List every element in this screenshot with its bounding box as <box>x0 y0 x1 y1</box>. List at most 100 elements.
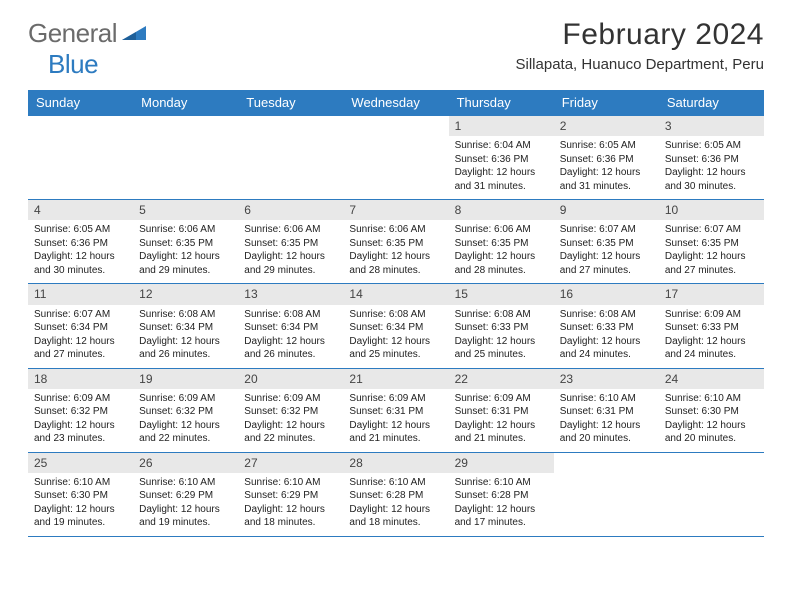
day-cell: 4Sunrise: 6:05 AMSunset: 6:36 PMDaylight… <box>28 200 133 283</box>
day-number: 21 <box>343 369 448 389</box>
weekday-header: Thursday <box>449 90 554 115</box>
week-row: 18Sunrise: 6:09 AMSunset: 6:32 PMDayligh… <box>28 368 764 452</box>
day-number: 18 <box>28 369 133 389</box>
daylight-text: Daylight: 12 hours and 26 minutes. <box>244 335 337 362</box>
daylight-text: Daylight: 12 hours and 28 minutes. <box>349 250 442 277</box>
day-number: 4 <box>28 200 133 220</box>
day-cell: 11Sunrise: 6:07 AMSunset: 6:34 PMDayligh… <box>28 284 133 367</box>
week-row: 1Sunrise: 6:04 AMSunset: 6:36 PMDaylight… <box>28 115 764 199</box>
sunset-text: Sunset: 6:28 PM <box>349 489 442 503</box>
daylight-text: Daylight: 12 hours and 30 minutes. <box>34 250 127 277</box>
day-number <box>28 116 133 136</box>
day-cell: 22Sunrise: 6:09 AMSunset: 6:31 PMDayligh… <box>449 369 554 452</box>
daylight-text: Daylight: 12 hours and 18 minutes. <box>349 503 442 530</box>
day-cell: 9Sunrise: 6:07 AMSunset: 6:35 PMDaylight… <box>554 200 659 283</box>
day-number: 26 <box>133 453 238 473</box>
sunset-text: Sunset: 6:31 PM <box>455 405 548 419</box>
daylight-text: Daylight: 12 hours and 29 minutes. <box>244 250 337 277</box>
day-number: 23 <box>554 369 659 389</box>
day-number: 14 <box>343 284 448 304</box>
day-number: 25 <box>28 453 133 473</box>
day-cell: 17Sunrise: 6:09 AMSunset: 6:33 PMDayligh… <box>659 284 764 367</box>
day-cell: 28 Sunrise: 6:10 AMSunset: 6:28 PMDayligh… <box>343 453 448 536</box>
sunset-text: Sunset: 6:36 PM <box>455 153 548 167</box>
day-number: 29 <box>449 453 554 473</box>
weeks-container: 1Sunrise: 6:04 AMSunset: 6:36 PMDaylight… <box>28 115 764 537</box>
sunrise-text: Sunrise: 6:05 AM <box>665 139 758 153</box>
daylight-text: Daylight: 12 hours and 22 minutes. <box>244 419 337 446</box>
day-cell: 20Sunrise: 6:09 AMSunset: 6:32 PMDayligh… <box>238 369 343 452</box>
sunrise-text: Sunrise: 6:09 AM <box>455 392 548 406</box>
day-cell: 6Sunrise: 6:06 AMSunset: 6:35 PMDaylight… <box>238 200 343 283</box>
daylight-text: Daylight: 12 hours and 25 minutes. <box>455 335 548 362</box>
day-number: 24 <box>659 369 764 389</box>
day-number: 27 <box>238 453 343 473</box>
weekday-header: Wednesday <box>343 90 448 115</box>
day-cell: 26Sunrise: 6:10 AMSunset: 6:29 PMDayligh… <box>133 453 238 536</box>
sunrise-text: Sunrise: 6:08 AM <box>244 308 337 322</box>
sunrise-text: Sunrise: 6:04 AM <box>455 139 548 153</box>
sunrise-text: Sunrise: 6:09 AM <box>665 308 758 322</box>
sunset-text: Sunset: 6:32 PM <box>139 405 232 419</box>
day-number: 7 <box>343 200 448 220</box>
weekday-header: Saturday <box>659 90 764 115</box>
day-number: 15 <box>449 284 554 304</box>
sunrise-text: Sunrise: 6:10 AM <box>139 476 232 490</box>
sunset-text: Sunset: 6:35 PM <box>560 237 653 251</box>
sunrise-text: Sunrise: 6:05 AM <box>560 139 653 153</box>
day-cell: 14Sunrise: 6:08 AMSunset: 6:34 PMDayligh… <box>343 284 448 367</box>
sunrise-text: Sunrise: 6:07 AM <box>34 308 127 322</box>
daylight-text: Daylight: 12 hours and 19 minutes. <box>139 503 232 530</box>
day-cell <box>238 116 343 199</box>
day-cell: 1Sunrise: 6:04 AMSunset: 6:36 PMDaylight… <box>449 116 554 199</box>
sunset-text: Sunset: 6:28 PM <box>455 489 548 503</box>
sunset-text: Sunset: 6:31 PM <box>349 405 442 419</box>
week-row: 4Sunrise: 6:05 AMSunset: 6:36 PMDaylight… <box>28 199 764 283</box>
week-row: 11 Sunrise: 6:07 AM Sunset: 6:34 PM Dayligh… <box>28 283 764 367</box>
sunrise-text: Sunrise: 6:10 AM <box>560 392 653 406</box>
daylight-text: Daylight: 12 hours and 29 minutes. <box>139 250 232 277</box>
sunset-text: Sunset: 6:33 PM <box>665 321 758 335</box>
daylight-text: Daylight: 12 hours and 19 minutes. <box>34 503 127 530</box>
sunset-text: Sunset: 6:30 PM <box>34 489 127 503</box>
sunrise-text: Sunrise: 6:10 AM <box>455 476 548 490</box>
day-cell: 18 Sunrise: 6:09 AMSunset: 6:32 PMDayligh… <box>28 369 133 452</box>
day-number: 11 <box>28 284 133 304</box>
weekday-header: Friday <box>554 90 659 115</box>
sunset-text: Sunset: 6:35 PM <box>244 237 337 251</box>
day-cell: 7Sunrise: 6:06 AMSunset: 6:35 PMDaylight… <box>343 200 448 283</box>
day-number: 5 <box>133 200 238 220</box>
day-number: 28 <box>343 453 448 473</box>
sunset-text: Sunset: 6:29 PM <box>244 489 337 503</box>
sunrise-text: Sunrise: 6:09 AM <box>34 392 127 406</box>
day-number: 22 <box>449 369 554 389</box>
sunrise-text: Sunrise: 6:10 AM <box>349 476 442 490</box>
day-cell: 8Sunrise: 6:06 AMSunset: 6:35 PMDaylight… <box>449 200 554 283</box>
day-cell: 21Sunrise: 6:09 AMSunset: 6:31 PMDayligh… <box>343 369 448 452</box>
sunset-text: Sunset: 6:36 PM <box>34 237 127 251</box>
sunset-text: Sunset: 6:36 PM <box>560 153 653 167</box>
sunset-text: Sunset: 6:30 PM <box>665 405 758 419</box>
day-number <box>659 453 764 473</box>
week-row: 25Sunrise: 6:10 AMSunset: 6:30 PMDayligh… <box>28 452 764 537</box>
sunrise-text: Sunrise: 6:08 AM <box>560 308 653 322</box>
day-cell: 2Sunrise: 6:05 AMSunset: 6:36 PMDaylight… <box>554 116 659 199</box>
sunset-text: Sunset: 6:32 PM <box>34 405 127 419</box>
sunset-text: Sunset: 6:32 PM <box>244 405 337 419</box>
day-number: 16 <box>554 284 659 304</box>
daylight-text: Daylight: 12 hours and 20 minutes. <box>665 419 758 446</box>
header: General Blue February 2024 Sillapata, Hu… <box>28 18 764 80</box>
daylight-text: Daylight: 12 hours and 25 minutes. <box>349 335 442 362</box>
day-number: 20 <box>238 369 343 389</box>
daylight-text: Daylight: 12 hours and 24 minutes. <box>560 335 653 362</box>
daylight-text: Daylight: 12 hours and 23 minutes. <box>34 419 127 446</box>
sunset-text: Sunset: 6:33 PM <box>560 321 653 335</box>
weekday-header: Tuesday <box>238 90 343 115</box>
sunset-text: Sunset: 6:34 PM <box>139 321 232 335</box>
daylight-text: Daylight: 12 hours and 18 minutes. <box>244 503 337 530</box>
daylight-text: Daylight: 12 hours and 31 minutes. <box>560 166 653 193</box>
day-number: 8 <box>449 200 554 220</box>
sunrise-text: Sunrise: 6:10 AM <box>34 476 127 490</box>
day-cell <box>343 116 448 199</box>
sunset-text: Sunset: 6:33 PM <box>455 321 548 335</box>
